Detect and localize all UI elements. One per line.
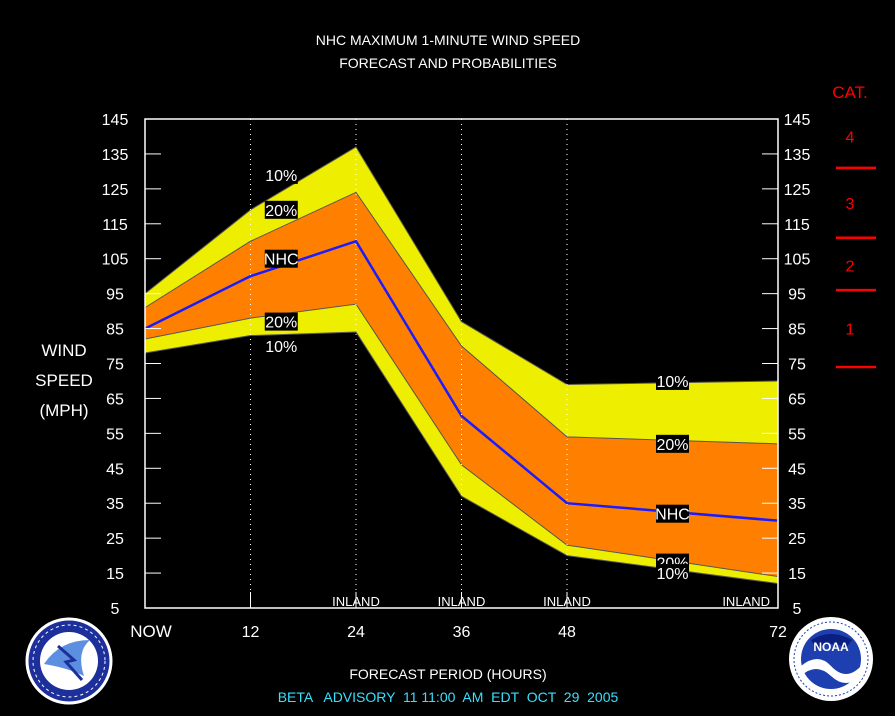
category-label-4: 4 (846, 129, 855, 146)
x-tick-label-36: 36 (453, 624, 471, 641)
right-label-lower-10-line: 10% (656, 566, 688, 583)
right-label-upper-20-line-box (656, 434, 689, 453)
y-tick-label-left-115: 115 (102, 217, 128, 234)
right-label-nhc-forecast-line: NHC (655, 507, 690, 524)
y-tick-label-left-125: 125 (102, 182, 129, 199)
noaa-logo: NOAA (789, 617, 873, 701)
y-tick-label-right-145: 145 (784, 112, 811, 129)
right-label-upper-10-line-box (656, 371, 689, 390)
y-tick-label-left-75: 75 (106, 357, 124, 374)
y-tick-label-right-5: 5 (793, 601, 802, 618)
left-label-lower-10-line: 10% (265, 339, 297, 356)
nhc-forecast-line (144, 239, 779, 522)
left-label-upper-10-line: 10% (265, 168, 297, 185)
category-title: CAT. (832, 83, 868, 102)
y-tick-label-left-15: 15 (106, 566, 124, 583)
y-axis-label-line-1: WIND (41, 341, 86, 360)
left-label-lower-20-line-box (264, 312, 298, 331)
left-label-upper-20-line-box (264, 200, 298, 219)
x-tick-label-48: 48 (558, 624, 576, 641)
right-label-lower-10-line-box (656, 564, 689, 583)
x-tick-label-12: 12 (242, 624, 260, 641)
y-tick-label-left-35: 35 (106, 496, 124, 513)
chart-subtitle: FORECAST AND PROBABILITIES (339, 55, 557, 71)
y-tick-label-left-105: 105 (102, 252, 129, 269)
y-tick-label-right-105: 105 (784, 252, 811, 269)
left-label-nhc-forecast-line: NHC (264, 252, 299, 269)
nws-logo (25, 617, 113, 705)
y-axis-label: WIND SPEED (MPH) (35, 341, 93, 420)
y-tick-label-left-55: 55 (106, 426, 124, 443)
y-tick-label-right-135: 135 (784, 147, 811, 164)
y-tick-label-left-45: 45 (106, 461, 124, 478)
upper-20-line (144, 191, 779, 445)
y-tick-label-right-125: 125 (784, 182, 811, 199)
upper-10-line (144, 146, 779, 385)
x-tick-label-24: 24 (347, 624, 365, 641)
y-tick-label-right-25: 25 (788, 531, 806, 548)
y-tick-label-right-35: 35 (788, 496, 806, 513)
inland-markers: INLAND INLAND INLAND INLAND (332, 594, 770, 609)
left-label-upper-20-line: 20% (265, 203, 297, 220)
y-tick-label-right-65: 65 (788, 391, 806, 408)
y-tick-label-left-5: 5 (111, 601, 120, 618)
y-tick-label-left-25: 25 (106, 531, 124, 548)
y-tick-label-left-145: 145 (102, 112, 129, 129)
noaa-logo-lettering: NOAA (813, 640, 849, 654)
inland-label-48: INLAND (543, 594, 591, 609)
x-axis-label: FORECAST PERIOD (HOURS) (349, 666, 546, 682)
y-tick-label-left-65: 65 (106, 391, 124, 408)
inland-label-72: INLAND (722, 594, 770, 609)
y-tick-label-right-85: 85 (788, 322, 806, 339)
y-tick-label-right-75: 75 (788, 357, 806, 374)
left-label-upper-10-line-box (264, 165, 298, 184)
y-tick-label-left-95: 95 (106, 287, 124, 304)
y-tick-label-left-135: 135 (102, 147, 129, 164)
lower-20-line (144, 303, 779, 578)
category-label-1: 1 (846, 322, 855, 339)
right-label-nhc-forecast-line-box (656, 504, 689, 523)
inland-label-24: INLAND (332, 594, 380, 609)
y-tick-label-right-115: 115 (784, 217, 810, 234)
inland-label-36: INLAND (438, 594, 486, 609)
y-tick-label-left-85: 85 (106, 322, 124, 339)
right-label-upper-20-line: 20% (656, 437, 688, 454)
y-tick-label-right-55: 55 (788, 426, 806, 443)
y-tick-label-right-95: 95 (788, 287, 806, 304)
category-scale: CAT. 1 2 3 4 (832, 83, 876, 369)
x-tick-label-NOW: NOW (130, 622, 172, 641)
left-label-lower-10-line-box (264, 337, 298, 356)
chart-title: NHC MAXIMUM 1-MINUTE WIND SPEED (316, 32, 580, 48)
x-axis-ticks: NOW 12 24 36 48 72 (130, 622, 787, 641)
x-tick-label-72: 72 (769, 624, 787, 641)
category-label-2: 2 (846, 259, 855, 276)
category-label-3: 3 (846, 196, 855, 213)
y-tick-label-right-45: 45 (788, 461, 806, 478)
right-label-upper-10-line: 10% (656, 374, 688, 391)
y-tick-label-right-15: 15 (788, 566, 806, 583)
left-label-lower-20-line: 20% (265, 315, 297, 332)
left-label-nhc-forecast-line-box (264, 249, 298, 268)
y-axis-label-line-2: SPEED (35, 371, 93, 390)
lower-10-line (144, 331, 779, 585)
advisory-line: BETA ADVISORY 11 11:00 AM EDT OCT 29 200… (278, 689, 619, 705)
y-axis-label-line-3: (MPH) (39, 401, 88, 420)
